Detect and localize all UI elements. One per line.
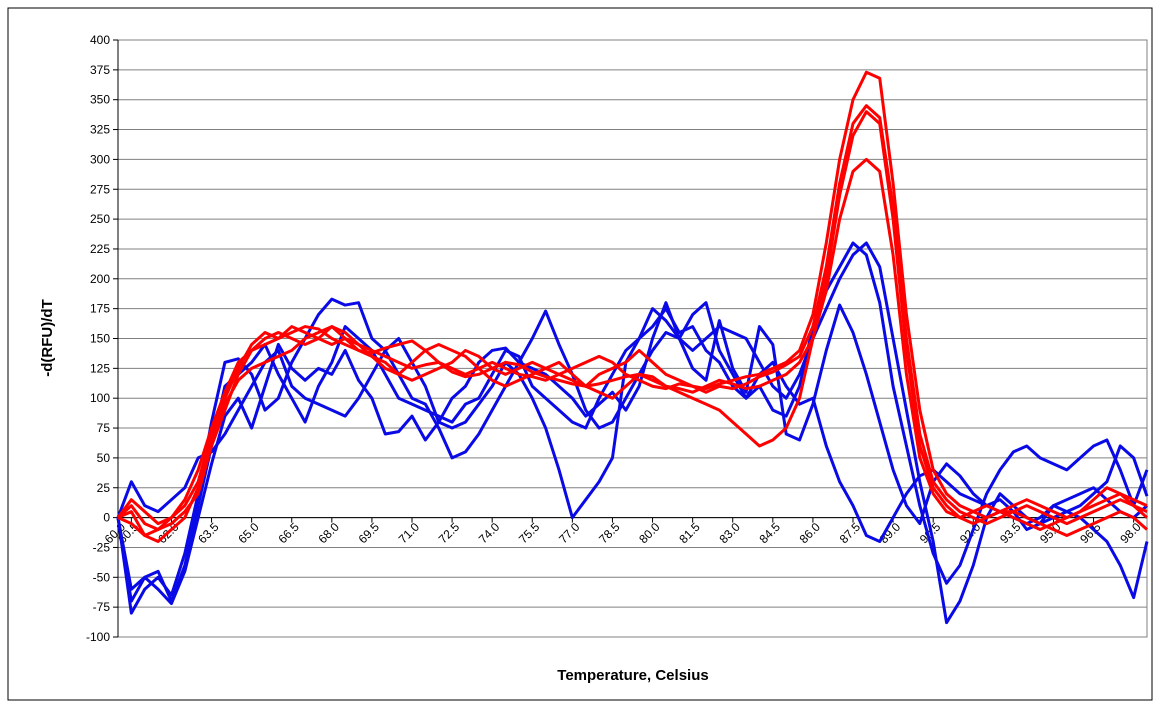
- y-tick-label: 350: [90, 93, 110, 107]
- y-tick-label: 400: [90, 33, 110, 47]
- y-tick-label: 300: [90, 152, 110, 166]
- data-line: [116, 104, 1148, 526]
- y-tick-label: 150: [90, 332, 110, 346]
- y-tick-label: 100: [90, 391, 110, 405]
- y-tick-label: 325: [90, 123, 110, 137]
- y-tick-label: 75: [97, 421, 111, 435]
- y-tick-label: 200: [90, 272, 110, 286]
- data-line: [116, 241, 1149, 625]
- y-tick-label: 225: [90, 242, 110, 256]
- x-axis-label: Temperature, Celsius: [557, 667, 708, 684]
- y-axis-label: -d(RFU)/dT: [39, 299, 56, 376]
- y-tick-label: -25: [93, 540, 111, 554]
- y-tick-label: -50: [93, 570, 111, 584]
- y-tick-label: 125: [90, 361, 110, 375]
- data-line: [116, 307, 1148, 543]
- y-tick-label: 250: [90, 212, 110, 226]
- y-tick-label: 0: [103, 511, 110, 525]
- y-tick-label: -75: [93, 600, 111, 614]
- y-tick-label: 50: [97, 451, 111, 465]
- data-line: [117, 157, 1148, 538]
- data-line: [117, 70, 1148, 532]
- y-tick-label: 175: [90, 302, 110, 316]
- y-tick-label: -100: [86, 630, 110, 644]
- data-line: [116, 301, 1149, 606]
- data-line: [117, 110, 1148, 543]
- y-tick-label: 375: [90, 63, 110, 77]
- y-tick-label: 25: [97, 481, 111, 495]
- y-tick-label: 275: [90, 182, 110, 196]
